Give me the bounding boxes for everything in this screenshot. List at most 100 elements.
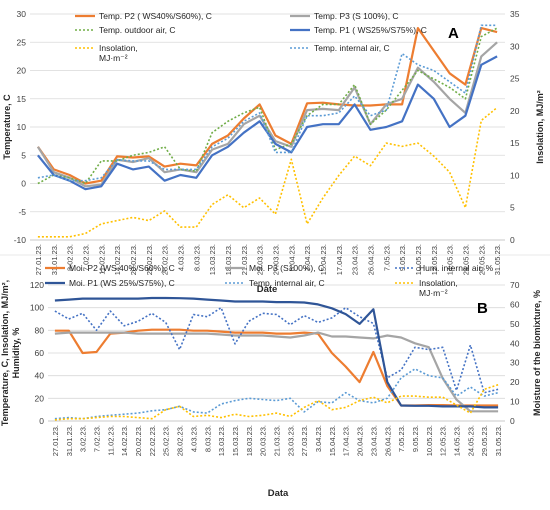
x-tick-label: 31.01.23. bbox=[50, 244, 59, 275]
x-tick-label: 23.04.23. bbox=[351, 244, 360, 275]
x-tick-label: 13.03.23. bbox=[208, 244, 217, 275]
y-tick-label: 30 bbox=[17, 9, 27, 19]
series-line-3 bbox=[54, 296, 499, 409]
series-line-1 bbox=[54, 331, 499, 413]
x-tick-label: 25.02.23. bbox=[145, 244, 154, 275]
legend: Temp. P2 ( WS40%/S60%), C Temp. P3 (S 100… bbox=[75, 11, 427, 63]
y2-axis-title: Insolation, MJ/m² bbox=[535, 90, 545, 164]
y2-tick-label: 20 bbox=[510, 106, 520, 116]
x-tick-label: 15.04.23. bbox=[328, 425, 337, 456]
y-tick-label: 20 bbox=[17, 66, 27, 76]
y-tick-label: 15 bbox=[17, 94, 27, 104]
x-tick-label: 8.03.23. bbox=[192, 244, 201, 271]
x-tick-label: 12.05.23. bbox=[430, 244, 439, 275]
series-line-0 bbox=[37, 27, 498, 185]
x-tick-label: 20.03.23. bbox=[259, 425, 268, 456]
x-tick-label: 3.04.23. bbox=[314, 425, 323, 452]
y2-tick-label: 50 bbox=[510, 319, 520, 329]
y-tick-label: 120 bbox=[30, 280, 44, 290]
legend-label: Temp. P1 ( WS25%/S75%), C bbox=[314, 25, 427, 35]
legend-label: Temp. P2 ( WS40%/S60%), C bbox=[99, 11, 212, 21]
x-tick-label: 25.02.23. bbox=[162, 425, 171, 456]
y2-tick-label: 35 bbox=[510, 9, 520, 19]
y2-tick-label: 20 bbox=[510, 377, 520, 387]
y2-tick-label: 30 bbox=[510, 41, 520, 51]
x-tick-label: 31.05.23. bbox=[493, 244, 502, 275]
y-tick-label: -5 bbox=[18, 207, 26, 217]
series-line-5 bbox=[54, 383, 499, 421]
y2-tick-label: 40 bbox=[510, 338, 520, 348]
y2-tick-label: 30 bbox=[510, 358, 520, 368]
x-tick-label: 14.05.23. bbox=[453, 425, 462, 456]
x-tick-label: 20.02.23. bbox=[134, 425, 143, 456]
series-line-5 bbox=[37, 24, 498, 182]
y-tick-label: 20 bbox=[35, 393, 45, 403]
x-tick-label: 22.02.23. bbox=[148, 425, 157, 456]
x-tick-label: 3.02.23. bbox=[66, 244, 75, 271]
y2-tick-label: 25 bbox=[510, 74, 520, 84]
y-tick-label: 0 bbox=[39, 416, 44, 426]
x-tick-label: 27.03.23. bbox=[300, 425, 309, 456]
x-tick-label: 9.05.23. bbox=[398, 244, 407, 271]
x-tick-label: 7.04.23. bbox=[303, 244, 312, 271]
y-axis-title: Humidity, % bbox=[11, 328, 21, 379]
x-tick-label: 23.04.23. bbox=[369, 425, 378, 456]
x-tick-label: 13.03.23. bbox=[217, 425, 226, 456]
x-tick-label: 31.05.23. bbox=[494, 425, 503, 456]
x-tick-label: 11.02.23. bbox=[97, 244, 106, 275]
legend-label: Temp. P3 (S 100%), C bbox=[314, 11, 399, 21]
x-tick-label: 12.05.23. bbox=[439, 425, 448, 456]
x-tick-label: 7.05.23. bbox=[382, 244, 391, 271]
x-tick-label: 28.02.23. bbox=[176, 425, 185, 456]
x-tick-label: 18.03.23. bbox=[224, 244, 233, 275]
y2-tick-label: 5 bbox=[510, 203, 515, 213]
x-tick-label: 28.02.23. bbox=[161, 244, 170, 275]
y-tick-label: 40 bbox=[35, 371, 45, 381]
y2-tick-label: 10 bbox=[510, 170, 520, 180]
x-tick-label: 27.01.23. bbox=[51, 425, 60, 456]
y-tick-label: 100 bbox=[30, 303, 44, 313]
legend-label: Moi. P3 (S100%), C bbox=[249, 263, 324, 273]
y-tick-label: 80 bbox=[35, 325, 45, 335]
y-axis-title: Temperature, C bbox=[2, 94, 12, 160]
y2-tick-label: 10 bbox=[510, 397, 520, 407]
x-tick-label: 23.03.23. bbox=[286, 425, 295, 456]
x-tick-label: 3.04.23. bbox=[287, 244, 296, 271]
x-tick-label: 29.05.23. bbox=[477, 244, 486, 275]
y2-axis-title: Moisture of the biomixture, % bbox=[532, 290, 542, 416]
x-tick-label: 31.01.23. bbox=[65, 425, 74, 456]
legend-label: Temp. internal air, C bbox=[249, 278, 325, 288]
chart-panel-a: -10 -5 0 5 10 15 20 25 30 0 5 10 15 20 25 30 35 27.01.23.… bbox=[2, 9, 545, 295]
y-tick-label: 0 bbox=[21, 179, 26, 189]
x-tick-label: 23.03.23. bbox=[256, 244, 265, 275]
x-tick-label: 27.01.23. bbox=[34, 244, 43, 275]
x-tick-label: 7.02.23. bbox=[92, 425, 101, 452]
legend: Moi. P2 (WS 40%/S60%), C Moi. P3 (S100%),… bbox=[45, 263, 494, 298]
x-tick-label: 11.02.23. bbox=[106, 425, 115, 456]
x-tick-label: 20.02.23. bbox=[129, 244, 138, 275]
series-line-4 bbox=[54, 368, 499, 420]
legend-label: Temp. internal air, C bbox=[314, 43, 390, 53]
x-tick-label: 24.05.23. bbox=[466, 425, 475, 456]
series-line-0 bbox=[54, 328, 499, 407]
panel-label: A bbox=[448, 25, 459, 42]
panel-label: B bbox=[477, 300, 488, 317]
x-tick-label: 7.02.23. bbox=[81, 244, 90, 271]
series-line-2 bbox=[37, 27, 498, 185]
series-line-1 bbox=[36, 41, 498, 188]
x-tick-label: 17.04.23. bbox=[342, 425, 351, 456]
x-tick-label: 20.04.23. bbox=[356, 425, 365, 456]
x-axis-title: Date bbox=[257, 284, 278, 295]
y2-tick-label: 60 bbox=[510, 299, 520, 309]
x-tick-label: 14.02.23. bbox=[113, 244, 122, 275]
legend-label: Moi. P1 (WS 25%/S75%), C bbox=[69, 278, 175, 288]
x-tick-label: 26.04.23. bbox=[383, 425, 392, 456]
series-line-4 bbox=[37, 106, 498, 238]
series-line-3 bbox=[37, 55, 498, 191]
y2-tick-label: 15 bbox=[510, 138, 520, 148]
legend-label: Hum. internal air, % bbox=[419, 263, 494, 273]
y-tick-label: 25 bbox=[17, 37, 27, 47]
x-tick-label: 15.04.23. bbox=[319, 244, 328, 275]
